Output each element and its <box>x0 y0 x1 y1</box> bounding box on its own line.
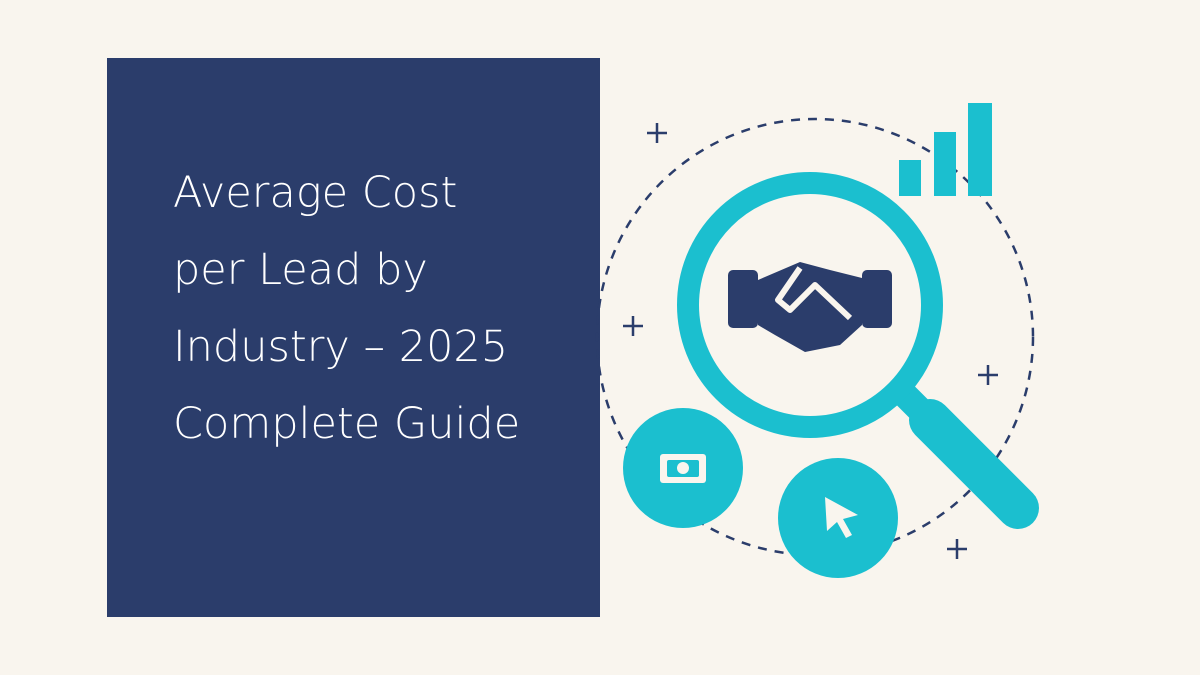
title-line: per Lead by <box>173 245 428 295</box>
handshake-icon <box>728 262 892 352</box>
title-line: Industry – 2025 <box>173 322 508 372</box>
sparkles <box>623 123 998 559</box>
title-line: Average Cost <box>173 168 457 218</box>
bar-icon <box>899 103 992 196</box>
title-line: Complete Guide <box>173 399 520 449</box>
magnifier-neck <box>895 385 940 430</box>
title-panel <box>107 58 600 617</box>
magnifier-handle <box>909 399 1039 529</box>
money-icon <box>660 454 706 483</box>
cursor-icon <box>825 497 858 538</box>
